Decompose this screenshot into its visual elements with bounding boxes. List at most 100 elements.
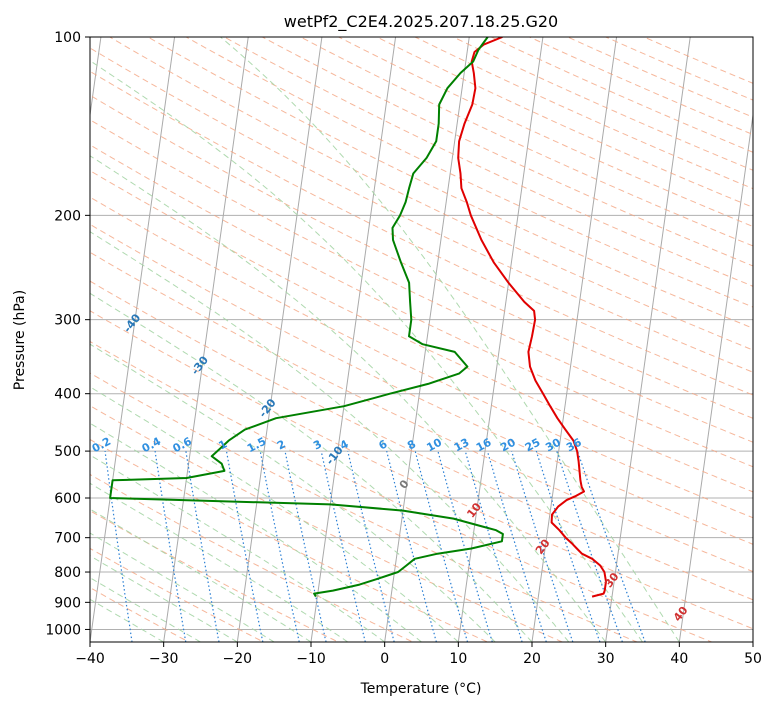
dry-adiabat-line [90, 310, 753, 630]
dry-adiabat-line [90, 119, 753, 443]
x-axis-label: Temperature (°C) [360, 681, 482, 697]
x-tick-label: 50 [744, 651, 762, 667]
dewpoint-line [109, 37, 504, 598]
mixing-ratio-label: 0.4 [140, 435, 164, 456]
isotherm-line [752, 638, 753, 642]
mixing-ratio-label: 8 [405, 437, 418, 452]
isotherm-line [310, 37, 397, 642]
moist-adiabat-line [90, 508, 312, 642]
y-tick-label: 700 [54, 531, 81, 547]
chart-title: wetPf2_C2E4.2025.207.18.25.G20 [284, 12, 558, 32]
dry-adiabat-line [90, 340, 714, 642]
moist-adiabat-line [90, 577, 201, 642]
mixing-ratio-line [511, 450, 574, 642]
y-tick-label: 100 [54, 30, 81, 46]
mixing-ratio-label: 25 [523, 436, 543, 455]
moist-adiabat-line [90, 343, 496, 642]
dry-adiabat-line [90, 473, 415, 642]
moist-adiabat-line [90, 555, 238, 642]
dry-adiabat-line [261, 37, 753, 267]
y-tick-label: 900 [54, 595, 81, 611]
mixing-ratio-line [284, 450, 327, 642]
mixing-ratio-label: 13 [452, 436, 472, 455]
isotherm-label: -60 [0, 222, 9, 246]
mixing-ratio-label: 10 [424, 436, 444, 455]
mixing-ratio-line [556, 450, 623, 642]
dry-adiabat-line [90, 438, 489, 642]
dry-adiabat-line [90, 510, 340, 642]
dry-adiabat-line [90, 405, 564, 642]
x-tick-label: −40 [75, 651, 105, 667]
mixing-ratio-line [437, 450, 493, 642]
y-tick-label: 1000 [45, 622, 81, 638]
mixing-ratio-label: 3 [311, 437, 324, 452]
dry-adiabat-line [90, 196, 753, 519]
mixing-ratio-label: 2 [275, 437, 288, 452]
isotherm-line [163, 37, 249, 642]
moist-adiabat-line [90, 386, 459, 642]
isotherm-label: 10 [464, 500, 484, 520]
mixing-ratio-line [577, 450, 646, 642]
y-tick-label: 600 [54, 491, 81, 507]
mixing-ratio-line [225, 450, 264, 642]
moist-adiabat-line [90, 155, 607, 642]
mixing-ratio-label: 20 [498, 436, 518, 455]
isotherm-line [531, 37, 618, 642]
x-tick-label: 30 [597, 651, 615, 667]
dry-adiabat-line [90, 280, 753, 601]
dry-adiabat-line [90, 70, 753, 396]
isotherm-line [605, 37, 691, 642]
mixing-ratio-line [464, 450, 523, 642]
dry-adiabat-line [90, 547, 265, 642]
dry-adiabat-line [337, 37, 753, 228]
moist-adiabat-line [90, 482, 349, 642]
background-lines [90, 37, 753, 642]
y-axis-label: Pressure (hPa) [12, 290, 28, 390]
x-tick-label: −20 [223, 651, 253, 667]
sounding-series [109, 37, 607, 598]
y-tick-label: 300 [54, 313, 81, 329]
plot-frame [89, 36, 754, 643]
mixing-ratio-line [535, 450, 601, 642]
isotherm-line [678, 111, 753, 642]
dry-adiabat-line [108, 37, 753, 351]
isotherm-label: -20 [256, 396, 279, 420]
moist-adiabat-line [90, 532, 275, 642]
dry-adiabat-line [90, 94, 753, 419]
x-tick-label: 0 [380, 651, 389, 667]
dry-adiabat-line [223, 37, 753, 287]
isotherm-line [384, 37, 470, 642]
moist-adiabat-line [90, 231, 570, 642]
isotherm-line [90, 37, 176, 642]
mixing-ratio-label: 6 [377, 437, 390, 452]
dry-adiabat-line [642, 37, 753, 84]
moist-adiabat-line [90, 292, 533, 642]
dry-adiabat-line [90, 587, 190, 642]
x-tick-label: −10 [296, 651, 326, 667]
x-tick-label: 40 [670, 651, 688, 667]
y-tick-label: 500 [54, 444, 81, 460]
moist-adiabat-line [90, 422, 422, 642]
dry-adiabat-line [413, 37, 753, 190]
y-tick-label: 400 [54, 387, 81, 403]
mixing-ratio-label: 30 [543, 436, 563, 455]
mixing-ratio-line [185, 451, 220, 642]
dry-adiabat-line [90, 170, 753, 493]
mixing-ratio-label: 0.2 [90, 435, 113, 456]
isotherm-label: -50 [54, 265, 77, 289]
line-labels: 0.10.20.40.611.52346810131620253036-100-… [0, 222, 691, 624]
dry-adiabat-line [299, 37, 753, 247]
dry-adiabat-line [90, 144, 753, 468]
x-tick-label: 10 [449, 651, 467, 667]
x-tick-label: 20 [523, 651, 541, 667]
temperature-line [457, 37, 607, 598]
axis-ticks: −40 −30 −20 −10 0 10 20 30 40 5010020030040050060… [45, 30, 762, 667]
mixing-ratio-line [414, 450, 469, 642]
mixing-ratio-line [320, 450, 366, 642]
isotherm-label: 20 [533, 536, 553, 556]
dry-adiabat-line [90, 251, 753, 573]
moist-adiabat-line [90, 60, 643, 642]
mixing-ratio-label: 16 [474, 436, 494, 455]
dry-adiabat-line [90, 223, 753, 545]
